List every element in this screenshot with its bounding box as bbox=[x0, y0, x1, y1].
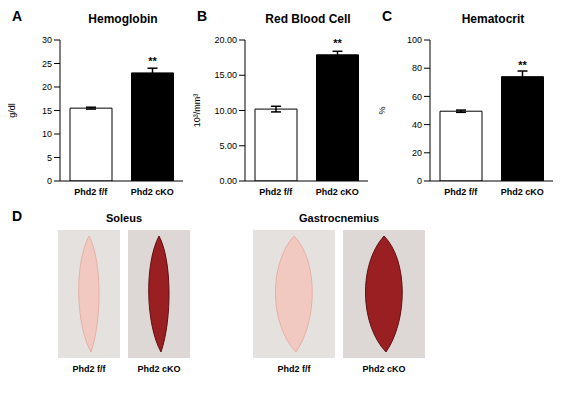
html-text:Red Blood Cell: Red Blood Cell bbox=[265, 12, 351, 26]
svg-text:10³/mm³: 10³/mm³ bbox=[193, 94, 202, 128]
svg-text:g/dl: g/dl bbox=[8, 103, 17, 118]
html-text:Hematocrit: Hematocrit bbox=[461, 12, 525, 26]
svg-text:0: 0 bbox=[47, 176, 52, 186]
html-text:Gastrocnemius: Gastrocnemius bbox=[299, 212, 379, 224]
svg-text:0.00: 0.00 bbox=[219, 176, 237, 186]
svg-text:Phd2 f/f: Phd2 f/f bbox=[74, 187, 108, 197]
svg-text:0: 0 bbox=[417, 176, 422, 186]
svg-text:20.00: 20.00 bbox=[214, 35, 237, 45]
svg-text:**: ** bbox=[333, 37, 342, 49]
html-text:Soleus: Soleus bbox=[106, 212, 142, 224]
svg-text:Phd2 f/f: Phd2 f/f bbox=[259, 187, 293, 197]
svg-text:Phd2 cKO: Phd2 cKO bbox=[501, 187, 544, 197]
html-text:Phd2 cKO: Phd2 cKO bbox=[362, 364, 406, 374]
html-text:Phd2 f/f: Phd2 f/f bbox=[277, 364, 311, 374]
svg-text:100: 100 bbox=[407, 35, 422, 45]
svg-text:5.00: 5.00 bbox=[219, 141, 237, 151]
svg-text:Phd2 cKO: Phd2 cKO bbox=[316, 187, 359, 197]
html-text:A: A bbox=[12, 8, 23, 24]
html-text:Phd2 cKO: Phd2 cKO bbox=[137, 364, 181, 374]
svg-text:10.00: 10.00 bbox=[214, 106, 237, 116]
svg-text:Phd2 f/f: Phd2 f/f bbox=[444, 187, 478, 197]
svg-text:25: 25 bbox=[42, 59, 52, 69]
html-text:Phd2 f/f: Phd2 f/f bbox=[72, 364, 106, 374]
svg-text:5: 5 bbox=[47, 153, 52, 163]
html-text:B: B bbox=[197, 8, 208, 24]
svg-text:40: 40 bbox=[412, 120, 422, 130]
html-text:D: D bbox=[12, 208, 23, 224]
svg-text:**: ** bbox=[148, 55, 157, 67]
svg-text:20: 20 bbox=[412, 148, 422, 158]
svg-text:**: ** bbox=[518, 59, 527, 71]
svg-text:15.00: 15.00 bbox=[214, 70, 237, 80]
html-text:C: C bbox=[382, 8, 393, 24]
svg-text:80: 80 bbox=[412, 63, 422, 73]
svg-text:15: 15 bbox=[42, 106, 52, 116]
svg-text:60: 60 bbox=[412, 92, 422, 102]
svg-text:30: 30 bbox=[42, 35, 52, 45]
svg-text:%: % bbox=[378, 106, 387, 114]
svg-text:20: 20 bbox=[42, 82, 52, 92]
svg-text:10: 10 bbox=[42, 129, 52, 139]
svg-text:Phd2 cKO: Phd2 cKO bbox=[131, 187, 174, 197]
html-text:Hemoglobin: Hemoglobin bbox=[88, 12, 158, 26]
